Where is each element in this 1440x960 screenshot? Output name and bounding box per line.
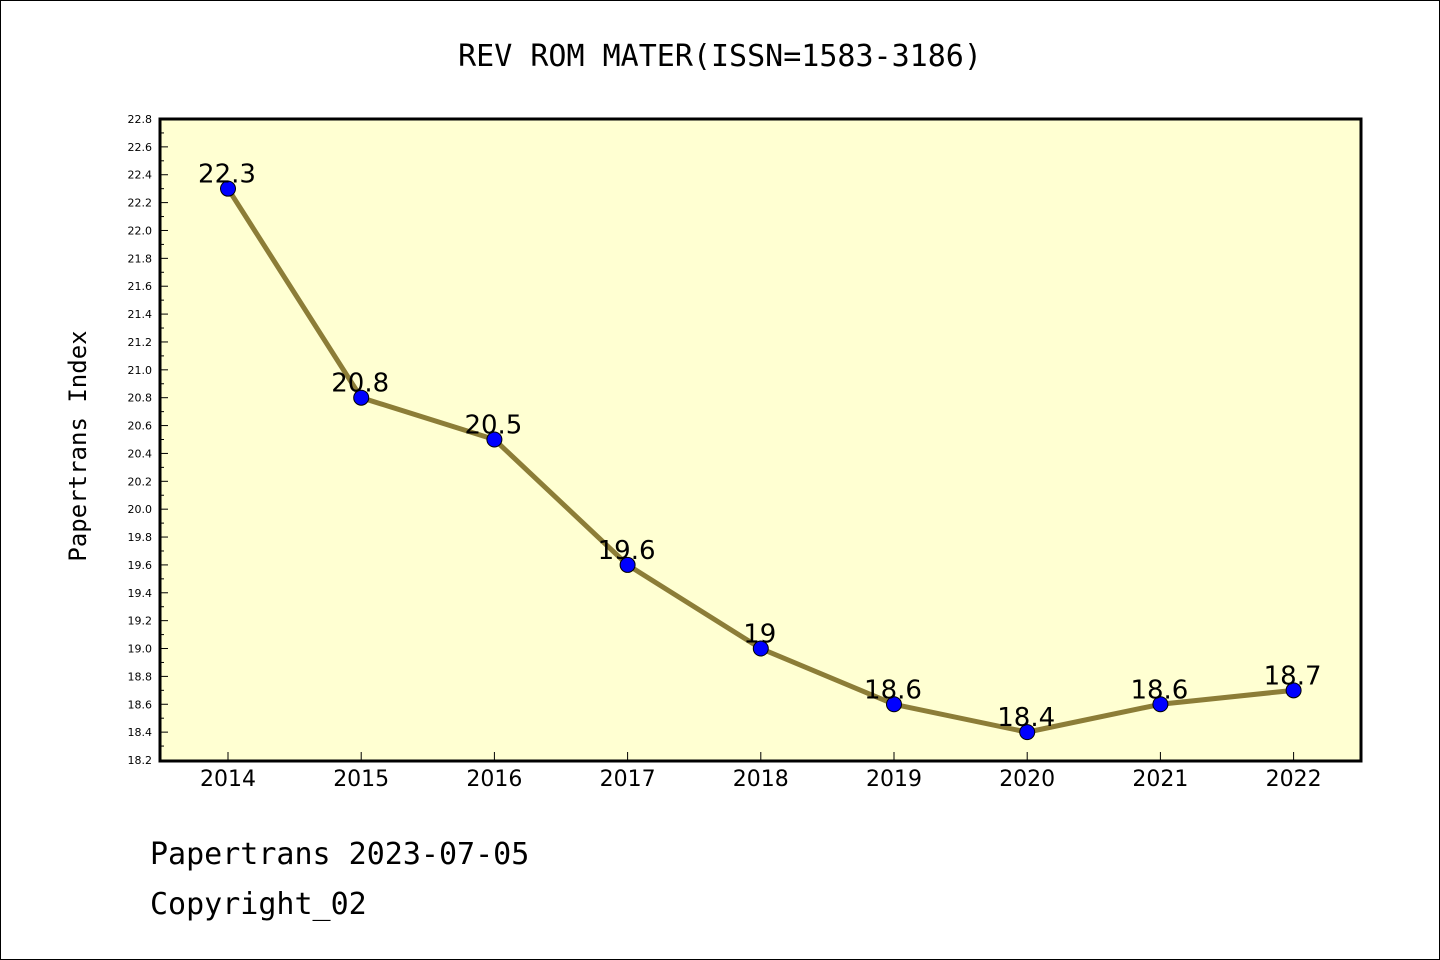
- y-tick-label: 21.2: [128, 336, 153, 349]
- y-tick-label: 22.4: [128, 169, 153, 182]
- y-tick-label: 20.6: [128, 420, 153, 433]
- x-tick-label: 2015: [333, 767, 389, 792]
- y-tick-label: 20.8: [128, 392, 153, 405]
- y-tick-label: 19.0: [128, 643, 153, 656]
- y-tick-label: 18.2: [128, 754, 153, 767]
- data-label: 20.8: [331, 369, 389, 399]
- data-label: 18.7: [1264, 661, 1322, 691]
- x-tick-label: 2021: [1132, 767, 1188, 792]
- y-tick-label: 22.2: [128, 197, 153, 210]
- data-point: [1152, 696, 1169, 713]
- plot-area: [158, 117, 1363, 763]
- data-label: 18.6: [864, 675, 922, 705]
- series-line: [220, 180, 1302, 741]
- y-tick-label: 22.0: [128, 224, 153, 237]
- data-labels: 22.3 20.8 20.5 19.6 19 18.6 18.4 18.6 18.7: [198, 160, 1321, 733]
- x-tick-label: 2014: [200, 767, 256, 792]
- x-tick-label: 2022: [1266, 767, 1322, 792]
- data-point: [1019, 724, 1036, 741]
- footer-copyright: Copyright_02: [150, 887, 367, 922]
- data-point: [619, 556, 636, 573]
- footer-date: Papertrans 2023-07-05: [150, 837, 529, 872]
- data-point: [752, 640, 769, 657]
- x-tick-label: 2016: [466, 767, 522, 792]
- y-tick-label: 21.6: [128, 280, 153, 293]
- data-point: [886, 696, 902, 713]
- data-label: 19: [743, 620, 776, 650]
- x-tick-label: 2020: [999, 767, 1055, 792]
- y-tick-label: 18.4: [128, 726, 153, 739]
- y-tick-label: 21.0: [128, 364, 153, 377]
- data-label: 20.5: [464, 411, 522, 441]
- y-tick-label: 19.2: [128, 615, 153, 628]
- x-tick-label: 2017: [600, 767, 656, 792]
- x-tick-label: 2019: [866, 767, 922, 792]
- data-point: [486, 431, 503, 448]
- y-axis: 18.2 18.4 18.6 18.8 19.0 19.2 19.4 19.6 19.8 20.0…: [128, 113, 168, 767]
- y-tick-label: 20.4: [128, 447, 153, 460]
- y-tick-label: 18.8: [128, 670, 153, 683]
- data-label: 19.6: [598, 536, 656, 566]
- y-tick-label: 20.0: [128, 503, 153, 516]
- y-tick-label: 22.6: [128, 141, 153, 154]
- y-tick-label: 19.6: [128, 559, 153, 572]
- chart-title: REV ROM MATER(ISSN=1583-3186): [458, 39, 982, 74]
- x-axis: 2014 2015 2016 2017 2018 2019 2020 2021 2022: [200, 752, 1322, 792]
- data-label: 18.4: [997, 703, 1055, 733]
- data-label: 22.3: [198, 160, 256, 190]
- y-tick-label: 22.8: [128, 113, 153, 126]
- data-point: [220, 180, 236, 197]
- data-point: [1285, 682, 1302, 699]
- data-label: 18.6: [1130, 675, 1188, 705]
- y-tick-label: 19.8: [128, 531, 153, 544]
- x-tick-label: 2018: [733, 767, 789, 792]
- data-point: [353, 389, 370, 406]
- y-axis-label: Papertrans Index: [64, 330, 92, 561]
- y-tick-label: 19.4: [128, 587, 153, 600]
- y-tick-label: 20.2: [128, 475, 153, 488]
- y-tick-label: 18.6: [128, 698, 153, 711]
- y-tick-label: 21.8: [128, 252, 153, 265]
- y-tick-label: 21.4: [128, 308, 153, 321]
